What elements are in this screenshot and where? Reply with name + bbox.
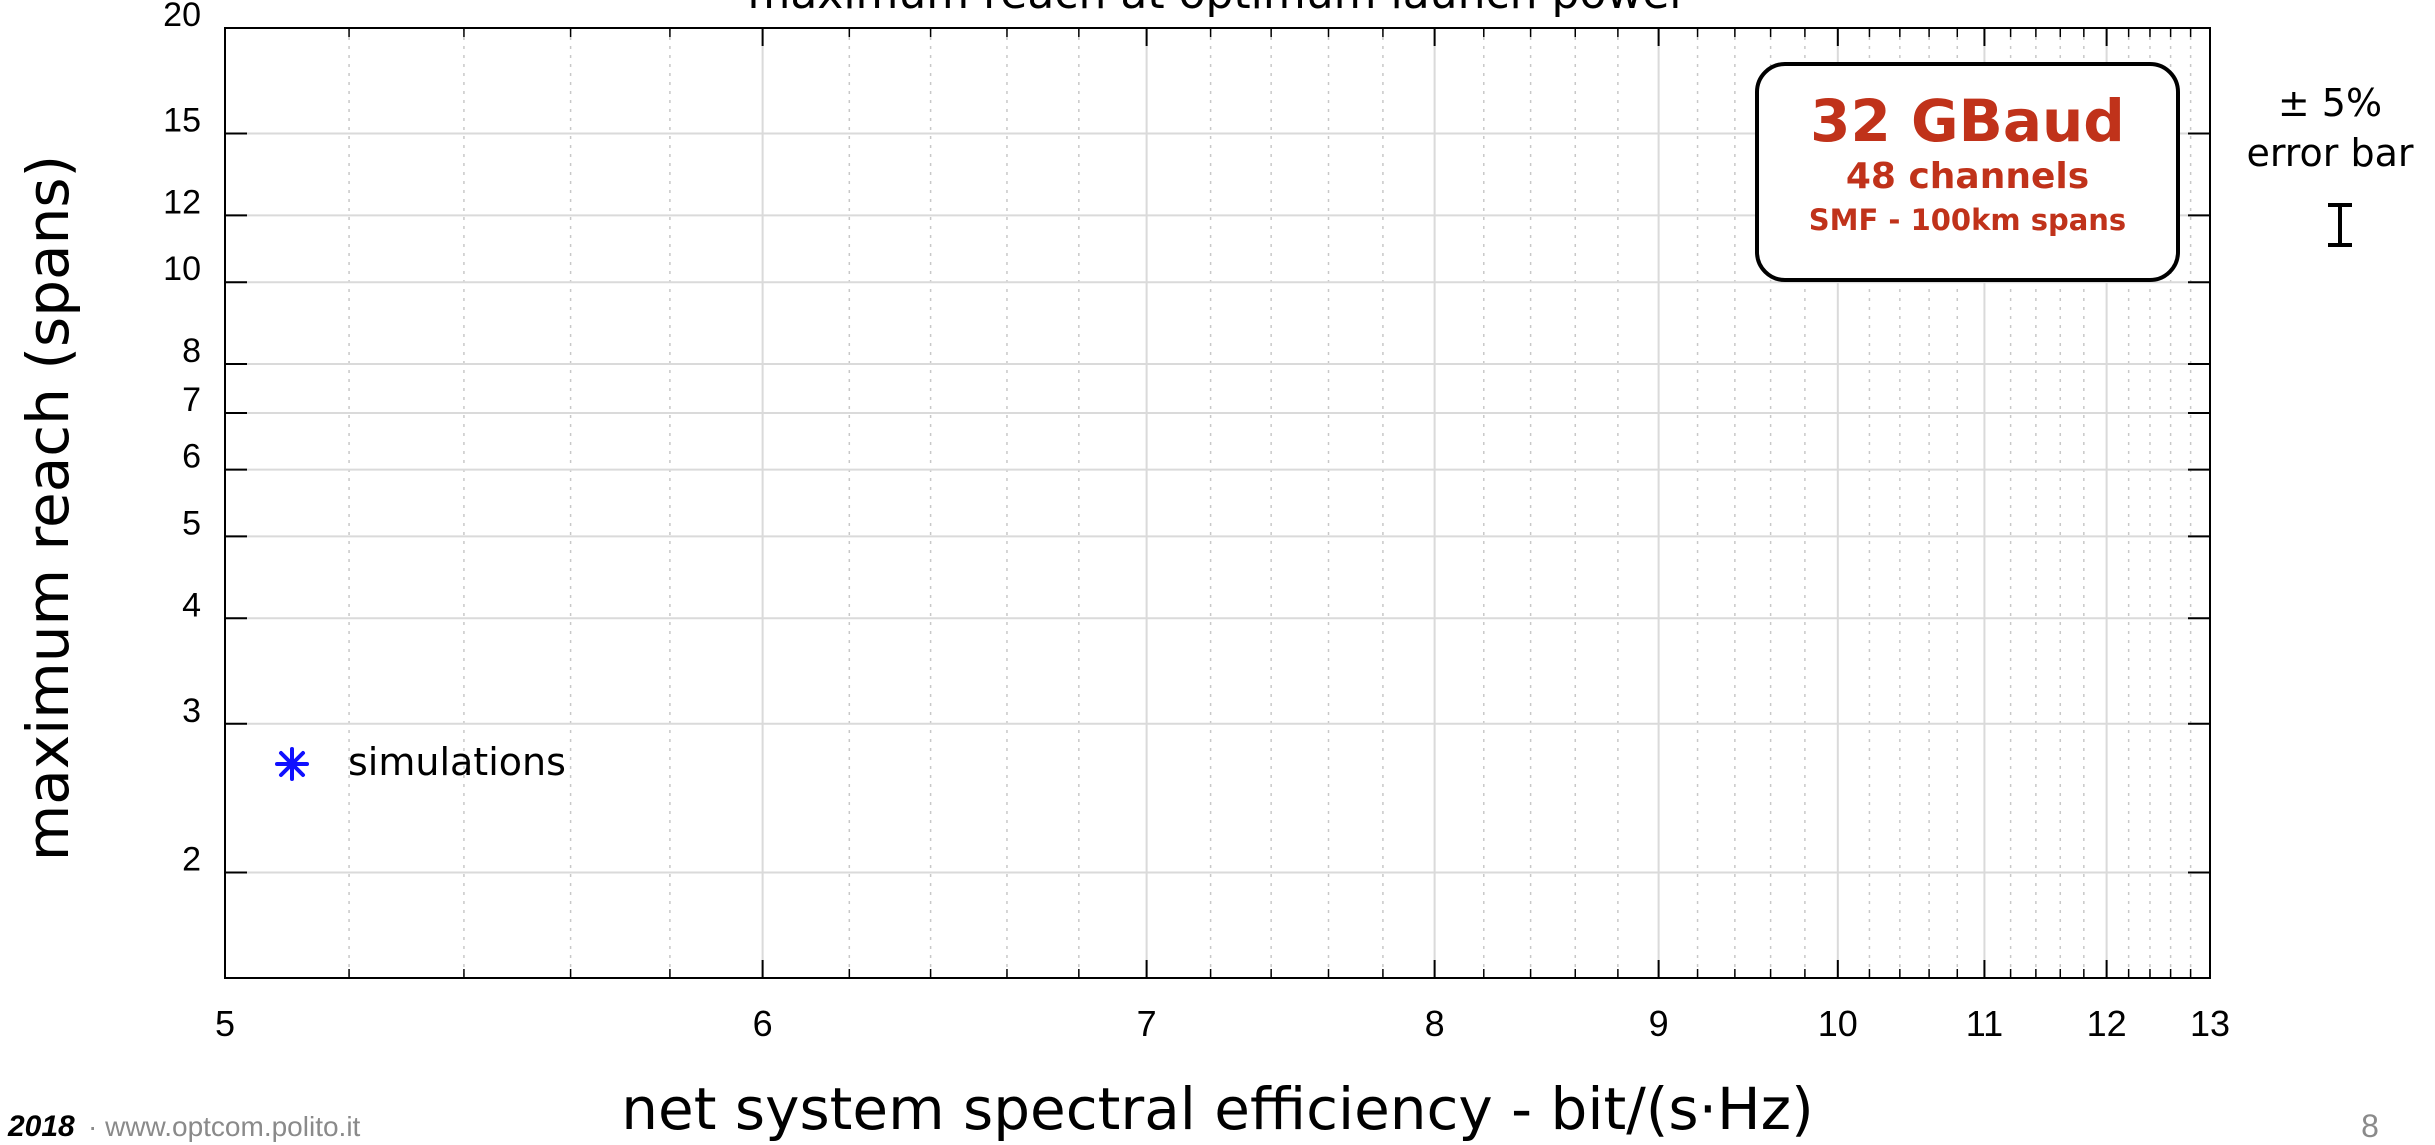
chart-title: maximum reach at optimum launch power	[225, 0, 2210, 19]
x-tick-label: 11	[1966, 1003, 2003, 1044]
page-number: 8	[2361, 1108, 2379, 1144]
y-tick-label: 10	[163, 250, 201, 288]
y-tick-label: 4	[182, 586, 201, 624]
x-axis-label: net system spectral efficiency - bit/(s·…	[621, 1075, 1814, 1143]
box-channels: 48 channels	[1845, 156, 2090, 197]
footer-url: www.optcom.polito.it	[88, 1111, 360, 1143]
parameters-box: 32 GBaud 48 channels SMF - 100km spans	[1755, 62, 2180, 282]
box-symbol-rate: 32 GBaud	[1810, 87, 2125, 155]
error-bar-percent: ± 5%	[2277, 81, 2383, 125]
x-tick-label: 5	[215, 1003, 235, 1044]
legend-label-simulations: simulations	[348, 740, 566, 784]
x-tick-labels: 5 6 7 8 9 10 11 12 13	[215, 1003, 2230, 1044]
error-bar-label: error bar	[2246, 131, 2414, 175]
y-tick-label: 3	[182, 692, 201, 730]
box-link: SMF - 100km spans	[1808, 203, 2127, 237]
plot-area-frame	[224, 27, 2211, 979]
y-tick-label: 15	[163, 102, 201, 140]
y-tick-label: 12	[163, 183, 201, 221]
y-tick-label: 5	[182, 504, 201, 542]
x-tick-label: 9	[1649, 1003, 1669, 1044]
x-tick-label: 12	[2087, 1003, 2127, 1044]
y-tick-label: 8	[182, 332, 201, 370]
error-bar-note: ± 5% error bar	[2225, 78, 2435, 178]
y-tick-labels: 2 3 4 5 6 7 8 10 12 15 20	[163, 0, 201, 878]
x-tick-label: 8	[1425, 1003, 1445, 1044]
y-tick-label: 7	[182, 381, 201, 419]
x-tick-label: 6	[753, 1003, 773, 1044]
error-bar-icon	[2328, 203, 2352, 247]
x-tick-label: 7	[1137, 1003, 1157, 1044]
footer-year: 2018	[8, 1110, 75, 1143]
x-tick-label: 13	[2190, 1003, 2230, 1044]
y-tick-label: 20	[163, 0, 201, 34]
x-tick-label: 10	[1818, 1003, 1858, 1044]
y-tick-label: 2	[182, 840, 201, 878]
y-axis-label: maximum reach (spans)	[14, 154, 82, 862]
asterisk-icon	[275, 747, 309, 781]
y-tick-label: 6	[182, 438, 201, 476]
